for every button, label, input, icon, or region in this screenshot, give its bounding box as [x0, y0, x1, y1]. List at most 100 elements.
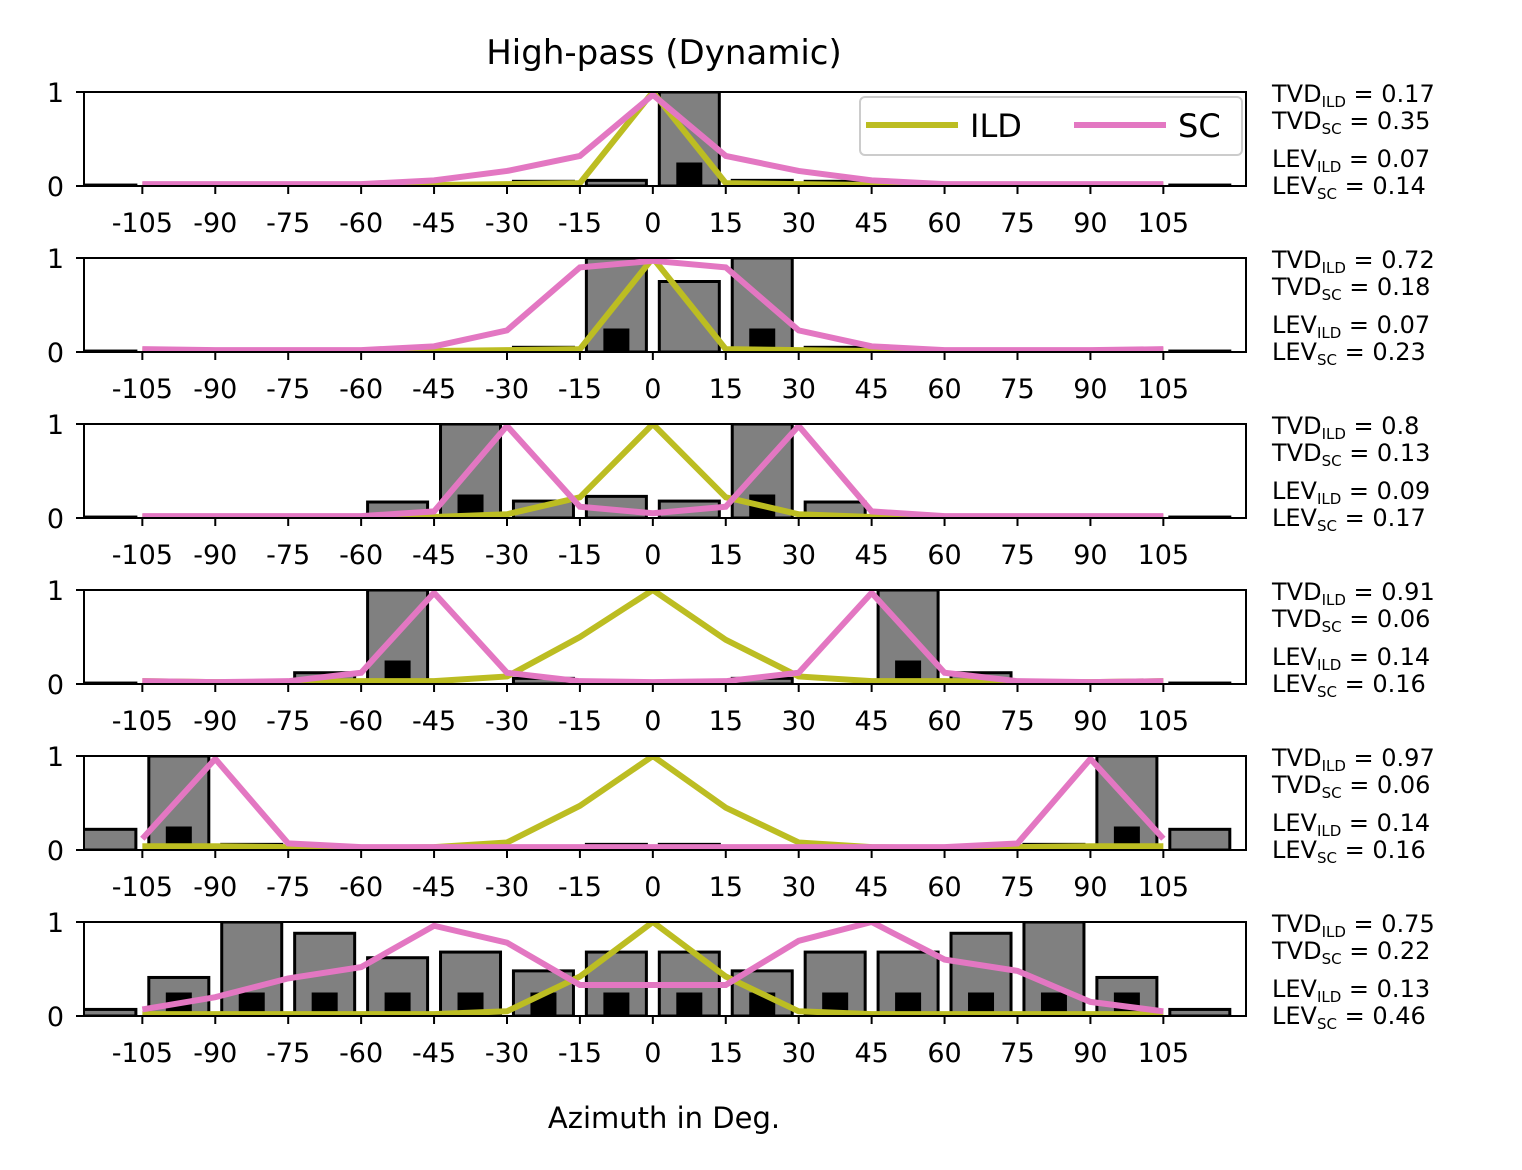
x-tick-label: -60 [339, 872, 383, 903]
inner-bar [895, 660, 922, 684]
metric-subscript: ILD [1322, 259, 1346, 277]
metric-annotation: LEVSC = 0.14 [1272, 172, 1426, 203]
plot-area [84, 590, 1232, 684]
x-tick-label: 45 [854, 540, 888, 571]
x-tick-label: 30 [782, 1038, 816, 1069]
x-tick-label: 15 [709, 706, 743, 737]
x-tick-label: -15 [558, 706, 602, 737]
bar [84, 827, 138, 850]
x-tick-label: -75 [266, 1038, 310, 1069]
legend-label-ild: ILD [970, 107, 1022, 145]
axes-frame [83, 91, 1247, 187]
y-tick-label: 0 [47, 1002, 64, 1033]
series-line-sc [142, 258, 1164, 352]
metric-annotation: LEVSC = 0.23 [1272, 338, 1426, 369]
axes-frame [83, 921, 1247, 1017]
metric-name: TVD [1271, 107, 1322, 135]
x-tick-label: 30 [782, 872, 816, 903]
x-tick-label: -60 [339, 208, 383, 239]
metric-annotation: TVDSC = 0.13 [1271, 439, 1430, 470]
x-tick-label: -105 [112, 1038, 173, 1069]
metric-name: LEV [1272, 1002, 1318, 1030]
metric-name: TVD [1271, 439, 1322, 467]
x-tick-label: 0 [644, 1038, 661, 1069]
metric-value: = 0.22 [1342, 937, 1431, 965]
x-tick-label: 15 [709, 374, 743, 405]
inner-bar [457, 494, 484, 518]
y-tick-label: 1 [47, 410, 64, 441]
x-tick-label: 0 [644, 374, 661, 405]
x-tick-label: -45 [412, 540, 456, 571]
metric-annotation: TVDILD = 0.8 [1271, 412, 1419, 443]
metric-name: TVD [1271, 937, 1322, 965]
metric-annotation: TVDILD = 0.97 [1271, 744, 1435, 775]
x-tick-label: 75 [1000, 1038, 1034, 1069]
x-tick-label: -30 [485, 1038, 529, 1069]
metric-value: = 0.07 [1341, 145, 1430, 173]
x-tick-label: -45 [412, 374, 456, 405]
y-tick-label: 1 [47, 576, 64, 607]
metric-subscript: SC [1322, 286, 1342, 304]
x-tick-label: 45 [854, 208, 888, 239]
x-tick-label: -105 [112, 706, 173, 737]
panel-4: -105 -90 -75 -60 -45 -30 -15 0 15 30 45 60 75 90 105 0 1… [47, 576, 1435, 737]
metric-value: = 0.8 [1346, 412, 1420, 440]
y-tick-label: 1 [47, 78, 64, 109]
metric-annotation: TVDILD = 0.91 [1271, 578, 1435, 609]
x-tick-label: -60 [339, 706, 383, 737]
x-tick-label: -45 [412, 706, 456, 737]
metric-subscript: SC [1317, 185, 1337, 203]
metric-name: LEV [1272, 643, 1318, 671]
metric-subscript: SC [1317, 1015, 1337, 1033]
x-axis-label: Azimuth in Deg. [548, 1101, 780, 1135]
axes-frame [83, 423, 1247, 519]
metric-name: TVD [1271, 910, 1322, 938]
metric-name: LEV [1272, 145, 1318, 173]
inner-bar [968, 992, 995, 1016]
x-tick-label: -90 [193, 872, 237, 903]
x-tick-label: -60 [339, 540, 383, 571]
metric-subscript: ILD [1322, 93, 1346, 111]
series-line-ild [142, 756, 1164, 850]
x-tick-label: -15 [558, 374, 602, 405]
x-tick-label: -75 [266, 374, 310, 405]
metric-subscript: SC [1317, 517, 1337, 535]
metric-value: = 0.13 [1342, 439, 1431, 467]
x-tick-label: 75 [1000, 374, 1034, 405]
x-tick-label: 60 [927, 872, 961, 903]
metric-value: = 0.17 [1337, 504, 1426, 532]
series-line-ild [142, 424, 1164, 518]
metric-value: = 0.16 [1337, 670, 1426, 698]
x-tick-label: -45 [412, 1038, 456, 1069]
y-tick-label: 0 [47, 338, 64, 369]
panel-6: -105 -90 -75 -60 -45 -30 -15 0 15 30 45 60 75 90 105 0 1… [47, 908, 1435, 1069]
metric-name: LEV [1272, 670, 1318, 698]
bar [657, 280, 721, 352]
metric-name: LEV [1272, 809, 1318, 837]
x-tick-label: 60 [927, 706, 961, 737]
y-tick-label: 0 [47, 670, 64, 701]
x-tick-label: 30 [782, 208, 816, 239]
metric-subscript: ILD [1317, 158, 1341, 176]
metric-value: = 0.18 [1342, 273, 1431, 301]
x-tick-label: -90 [193, 540, 237, 571]
metric-annotation: LEVILD = 0.13 [1272, 975, 1430, 1006]
panel-5: -105 -90 -75 -60 -45 -30 -15 0 15 30 45 60 75 90 105 0 1… [47, 742, 1435, 903]
x-tick-label: -105 [112, 374, 173, 405]
x-tick-label: -75 [266, 540, 310, 571]
legend-box [859, 96, 1243, 156]
chart-title: High-pass (Dynamic) [486, 33, 842, 73]
x-tick-label: -30 [485, 374, 529, 405]
x-tick-label: -30 [485, 208, 529, 239]
x-tick-label: 45 [854, 706, 888, 737]
metric-subscript: ILD [1322, 757, 1346, 775]
x-tick-label: -105 [112, 540, 173, 571]
metric-subscript: SC [1317, 683, 1337, 701]
x-tick-label: -45 [412, 208, 456, 239]
x-tick-label: 60 [927, 208, 961, 239]
metric-annotation: LEVSC = 0.17 [1272, 504, 1426, 535]
x-tick-label: 90 [1073, 540, 1107, 571]
metric-value: = 0.13 [1341, 975, 1430, 1003]
metric-subscript: SC [1322, 618, 1342, 636]
x-tick-label: -75 [266, 706, 310, 737]
